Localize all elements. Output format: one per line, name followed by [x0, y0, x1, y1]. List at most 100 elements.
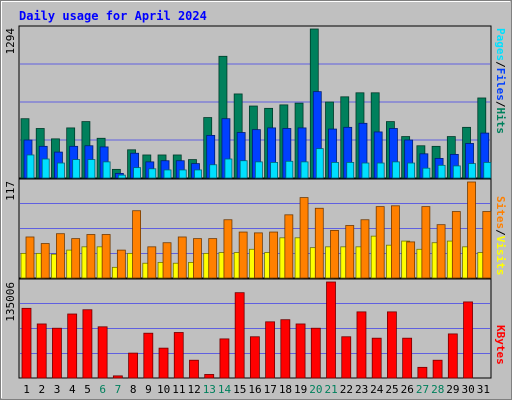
bar-sites-day-7	[116, 249, 126, 279]
x-tick-label-17: 17	[264, 383, 277, 396]
x-tick-label-21: 21	[325, 383, 338, 396]
bar-pages-day-31	[483, 162, 492, 179]
bar-kbytes-day-29	[447, 333, 458, 379]
bar-kbytes-day-17	[265, 321, 276, 379]
x-tick-label-12: 12	[187, 383, 200, 396]
x-tick-label-9: 9	[145, 383, 152, 396]
bar-sites-day-17	[269, 231, 279, 279]
bar-pages-day-19	[300, 161, 309, 179]
bar-sites-day-2	[40, 243, 50, 279]
bar-kbytes-day-9	[143, 332, 154, 379]
bar-pages-day-16	[254, 161, 263, 179]
x-tick-label-5: 5	[84, 383, 91, 396]
bar-kbytes-day-3	[52, 327, 62, 379]
legend-item-2: Files	[494, 68, 507, 101]
bar-sites-day-18	[284, 214, 294, 279]
bar-pages-day-18	[285, 160, 294, 179]
x-tick-label-18: 18	[279, 383, 292, 396]
legend-item-2: Visits	[494, 236, 507, 276]
bar-pages-day-27	[422, 167, 431, 179]
panel-sites-visits: 117 Sites/Visits	[4, 178, 507, 279]
x-tick-label-3: 3	[54, 383, 61, 396]
x-tick-label-16: 16	[248, 383, 261, 396]
x-tick-label-11: 11	[172, 383, 185, 396]
bar-sites-day-27	[421, 206, 431, 279]
x-tick-label-4: 4	[69, 383, 76, 396]
panel1-legend: Pages/Files/Hits	[494, 28, 507, 134]
bar-pages-day-8	[133, 167, 141, 179]
bar-kbytes-day-2	[36, 323, 47, 379]
legend-item-0: Pages	[494, 28, 507, 61]
bar-kbytes-day-7	[112, 375, 123, 379]
bar-pages-day-4	[72, 159, 81, 179]
bar-pages-day-17	[270, 162, 279, 179]
bar-sites-day-29	[451, 211, 461, 279]
bar-pages-day-21	[331, 162, 339, 179]
bar-sites-day-1	[25, 236, 35, 279]
chart-title: Daily usage for April 2024	[19, 9, 207, 23]
bar-pages-day-23	[361, 162, 370, 179]
bar-sites-day-22	[345, 225, 355, 279]
panel2-bars	[20, 181, 492, 279]
bar-sites-day-24	[375, 206, 385, 279]
bar-sites-day-11	[177, 236, 187, 279]
bar-kbytes-day-22	[341, 336, 352, 379]
bar-pages-day-26	[407, 162, 416, 179]
x-tick-label-30: 30	[462, 383, 475, 396]
panel1-bars	[20, 28, 492, 179]
panel3-ymax-label: 135006	[4, 282, 17, 322]
legend-item-0: Sites	[494, 196, 507, 229]
bar-pages-day-2	[41, 158, 50, 179]
x-tick-label-7: 7	[115, 383, 122, 396]
bar-sites-day-16	[253, 232, 263, 279]
bar-pages-day-3	[57, 162, 65, 179]
bar-kbytes-day-16	[249, 336, 260, 379]
bar-kbytes-day-19	[295, 323, 306, 379]
bar-sites-day-25	[391, 205, 400, 279]
bar-kbytes-day-8	[128, 352, 138, 379]
x-tick-label-29: 29	[446, 383, 459, 396]
bar-pages-day-12	[194, 169, 202, 179]
bar-sites-day-23	[360, 219, 370, 279]
bar-kbytes-day-18	[280, 319, 291, 379]
x-tick-label-14: 14	[218, 383, 232, 396]
bar-kbytes-day-28	[432, 359, 443, 379]
bar-kbytes-day-11	[173, 332, 184, 379]
bar-kbytes-day-20	[310, 327, 321, 379]
bar-sites-day-6	[101, 234, 111, 279]
bar-sites-day-19	[299, 197, 309, 279]
bar-sites-day-3	[56, 233, 65, 279]
bar-sites-day-21	[330, 230, 339, 279]
bar-kbytes-day-6	[97, 326, 108, 379]
legend-item-1: /	[494, 61, 507, 68]
bar-sites-day-10	[162, 242, 172, 279]
x-axis-day-labels: 1 2 3 4 5 6 7 8 9 10 11 12 13 14 15 16 17 18 19 20 21 22 23 24 2…	[23, 383, 490, 396]
bar-pages-day-7	[117, 174, 126, 179]
x-tick-label-25: 25	[385, 383, 398, 396]
x-tick-label-27: 27	[416, 383, 429, 396]
legend-item-1: /	[494, 229, 507, 236]
bar-kbytes-day-4	[67, 313, 78, 379]
bar-kbytes-day-24	[371, 337, 382, 379]
bar-sites-day-8	[132, 210, 141, 279]
bar-kbytes-day-1	[21, 307, 32, 379]
panel2-legend: Sites/Visits	[494, 196, 507, 276]
x-tick-label-13: 13	[203, 383, 216, 396]
x-tick-label-8: 8	[130, 383, 137, 396]
bar-kbytes-day-23	[356, 311, 367, 379]
bar-sites-day-13	[208, 238, 218, 279]
bar-sites-day-26	[406, 241, 416, 279]
bar-pages-day-24	[376, 162, 385, 179]
panel-kbytes: 135006 KBytes	[4, 278, 507, 379]
bar-kbytes-day-25	[387, 311, 397, 379]
bar-pages-day-25	[392, 161, 400, 179]
x-tick-label-24: 24	[370, 383, 384, 396]
bar-kbytes-day-14	[219, 338, 230, 379]
legend-item-3: /	[494, 101, 507, 108]
bar-pages-day-15	[239, 160, 248, 179]
bar-pages-day-1	[26, 154, 35, 179]
bar-kbytes-day-30	[463, 301, 473, 379]
bar-pages-day-22	[346, 162, 355, 179]
bar-sites-day-30	[467, 181, 476, 279]
